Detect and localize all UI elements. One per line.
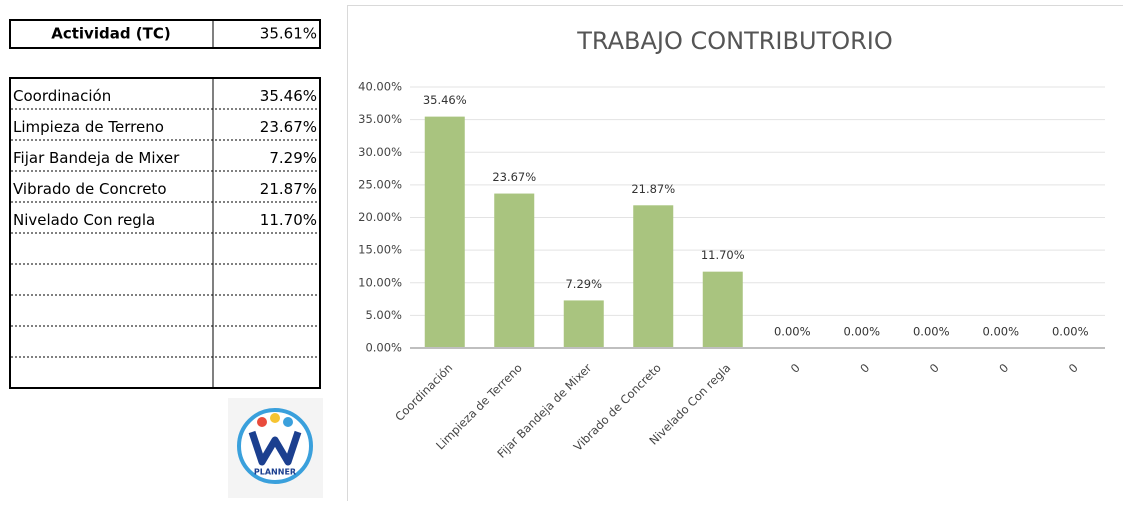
row-value: 23.67% [260, 118, 317, 136]
data-label: 23.67% [492, 170, 536, 184]
logo-dot [283, 417, 293, 427]
y-tick-label: 25.00% [358, 177, 402, 191]
bar [703, 272, 743, 348]
data-label: 0.00% [913, 325, 950, 339]
data-label: 0.00% [1052, 325, 1089, 339]
bar [564, 300, 604, 348]
data-label: 21.87% [631, 182, 675, 196]
y-tick-label: 20.00% [358, 210, 402, 224]
y-tick-label: 10.00% [358, 275, 402, 289]
data-label: 0.00% [774, 325, 811, 339]
bar [633, 205, 673, 348]
summary-label: Actividad (TC) [51, 25, 171, 43]
logo-dot [257, 417, 267, 427]
row-label: Limpieza de Terreno [13, 118, 164, 136]
row-label: Fijar Bandeja de Mixer [13, 149, 180, 167]
logo-text: PLANNER [254, 468, 296, 477]
y-tick-label: 15.00% [358, 243, 402, 257]
y-tick-label: 35.00% [358, 112, 402, 126]
y-tick-label: 30.00% [358, 145, 402, 159]
data-label: 0.00% [843, 325, 880, 339]
data-label: 11.70% [701, 248, 745, 262]
row-value: 7.29% [269, 149, 317, 167]
row-value: 21.87% [260, 180, 317, 198]
bar [425, 117, 465, 348]
y-tick-label: 5.00% [365, 308, 402, 322]
row-value: 11.70% [260, 211, 317, 229]
row-label: Vibrado de Concreto [13, 180, 167, 198]
y-tick-label: 40.00% [358, 80, 402, 94]
data-label: 35.46% [423, 93, 467, 107]
chart-title: TRABAJO CONTRIBUTORIO [576, 27, 893, 55]
y-tick-label: 0.00% [365, 341, 402, 355]
row-label: Nivelado Con regla [13, 211, 155, 229]
row-value: 35.46% [260, 87, 317, 105]
bar [494, 194, 534, 348]
summary-value: 35.61% [260, 25, 317, 43]
row-label: Coordinación [13, 87, 111, 105]
data-label: 0.00% [982, 325, 1019, 339]
data-label: 7.29% [565, 277, 602, 291]
logo-dot [270, 413, 280, 423]
